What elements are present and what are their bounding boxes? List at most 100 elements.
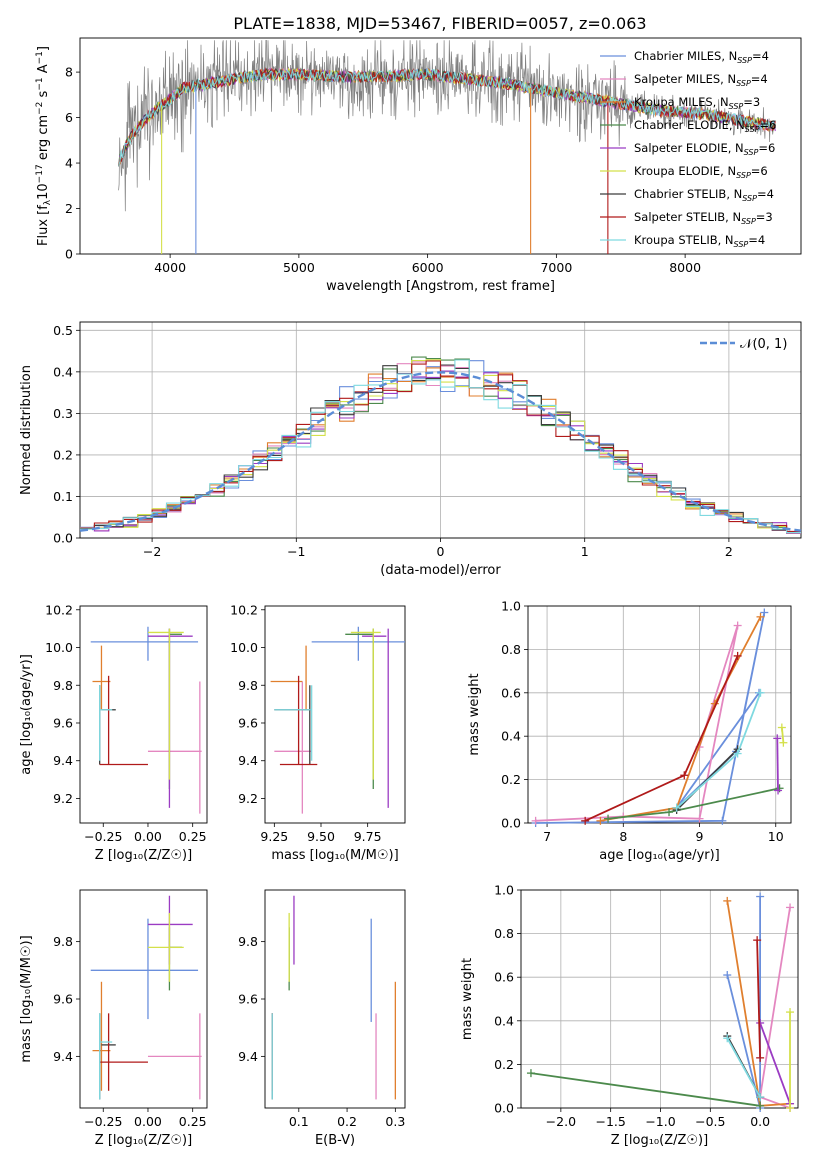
tick-label-y: 9.2 [238,791,258,806]
tick-label-y: 0.0 [53,531,73,546]
tick-label-y: 9.8 [53,678,73,693]
weight-line [535,612,766,824]
tick-label-y: 2 [65,201,73,216]
tick-label-y: 4 [65,156,73,171]
tick-label-y: 1.0 [494,883,514,898]
tick-label-y: 0.8 [494,926,514,941]
legend-label: Salpeter ELODIE, NSSP=6 [634,141,775,157]
x-axis-label: age [log₁₀(age/yr)] [599,848,720,863]
legend-label: Chabrier ELODIE, NSSP=6 [634,118,776,134]
spectrum-model-line [118,68,776,167]
tick-label-y: 0.8 [501,642,521,657]
weight-line [600,616,762,822]
tick-label-y: 0.5 [53,323,73,338]
axes-frame [264,889,406,1109]
legend-label: Kroupa MILES, NSSP=3 [634,95,760,111]
tick-label-x: 9.50 [307,829,335,844]
axes-frame [527,605,792,824]
axes-frame [79,37,802,255]
weight-line [756,940,761,1058]
tick-label-y: 9.6 [238,715,258,730]
axes-frame [520,889,799,1109]
tick-label-y: 8 [65,65,73,80]
legend-label: Kroupa ELODIE, NSSP=6 [634,164,768,180]
tick-label-x: 0.1 [289,1114,309,1129]
tick-label-y: 9.6 [53,715,73,730]
tick-label-y: 10.2 [230,602,258,617]
axes-frame [264,605,406,824]
axes-frame [79,605,208,824]
tick-label-y: 9.4 [53,753,73,768]
tick-label-y: 0.4 [53,364,73,379]
axes-frame [79,889,208,1109]
tick-label-x: 0.3 [385,1114,405,1129]
tick-label-x: 4000 [154,260,186,275]
spectrum-legend: Chabrier MILES, NSSP=4 Salpeter MILES, NS… [600,49,776,249]
tick-label-y: 1.0 [501,599,521,614]
legend-label: Chabrier STELIB, NSSP=4 [634,187,774,203]
y-axis-label: mass [log₁₀(M/M☉)] [19,935,34,1062]
legend-label: Salpeter STELIB, NSSP=3 [634,210,773,226]
tick-label-x: −1 [287,544,305,559]
tick-label-y: 0.0 [501,816,521,831]
tick-label-x: 9.75 [354,829,382,844]
tick-label-x: 0.25 [179,1114,207,1129]
weight-line [759,907,791,1109]
x-axis-label: (data-model)/error [380,563,501,578]
histogram-step [80,359,801,534]
tick-label-x: −0.5 [695,1114,725,1129]
tick-label-x: −2 [143,544,161,559]
tick-label-x: 10 [768,829,784,844]
x-axis-label: wavelength [Angstrom, rest frame] [326,279,555,294]
tick-label-y: 0.1 [53,489,73,504]
tick-label-y: 10.2 [45,602,73,617]
tick-label-x: 9.25 [260,829,288,844]
tick-label-y: 9.8 [238,934,258,949]
mass-age-axes: 9.25 9.50 9.75 9.2 9.4 9.6 9.8 10.0 10.2 mass [lo… [230,602,406,863]
tick-label-x: 6000 [412,260,444,275]
x-axis-label: E(B-V) [315,1133,355,1148]
weight-line [776,738,779,791]
tick-label-x: 0.25 [179,829,207,844]
ebv-mass-axes: 0.1 0.2 0.3 9.4 9.6 9.8 E(B-V) [238,889,406,1148]
panels: 4000 5000 6000 7000 8000 0 2 4 6 8 wavelength [Ang… [19,37,802,1148]
tick-label-y: 0.2 [494,1057,514,1072]
spectrum-model-line [118,67,776,167]
histogram-axes: −2 −1 0 1 2 0.0 0.1 0.2 0.3 0.4 0.5 (data-model)/er… [19,321,802,578]
tick-label-y: 9.2 [53,791,73,806]
z-mass-axes: −0.25 0.00 0.25 9.4 9.6 9.8 Z [log₁₀(Z/Z☉)] mas… [19,889,208,1148]
weight-line [530,1072,761,1107]
tick-label-y: 9.4 [53,1049,73,1064]
tick-label-x: 0.2 [337,1114,357,1129]
tick-label-y: 0.4 [501,729,521,744]
weight-line [759,1022,791,1104]
legend-label: Chabrier MILES, NSSP=4 [634,49,769,65]
tick-label-x: −0.25 [84,1114,122,1129]
y-axis-label: Normed distribution [19,365,34,495]
tick-label-x: 8 [619,829,627,844]
tick-label-y: 6 [65,110,73,125]
tick-label-y: 9.6 [53,992,73,1007]
tick-label-y: 9.4 [238,753,258,768]
tick-label-x: 7 [543,829,551,844]
tick-label-y: 0 [65,247,73,262]
figure-title: PLATE=1838, MJD=53467, FIBERID=0057, z=0… [233,14,646,33]
x-axis-label: Z [log₁₀(Z/Z☉)] [611,1133,708,1148]
x-axis-label: mass [log₁₀(M/M☉)] [271,848,398,863]
tick-label-y: 9.4 [238,1049,258,1064]
tick-label-y: 0.2 [501,772,521,787]
tick-label-y: 0.4 [494,1013,514,1028]
tick-label-y: 9.8 [53,934,73,949]
x-axis-label: Z [log₁₀(Z/Z☉)] [95,848,192,863]
tick-label-x: −2.0 [546,1114,576,1129]
legend-label: 𝒩(0, 1) [740,337,787,352]
tick-label-x: −1.5 [595,1114,625,1129]
axes-frame [79,321,802,539]
tick-label-x: 0.00 [134,829,162,844]
y-axis-label: Flux [fλ10−17 erg cm−2 s−1 A−1] [35,46,53,246]
tick-label-x: 7000 [540,260,572,275]
tick-label-y: 0.6 [501,685,521,700]
tick-label-y: 0.3 [53,406,73,421]
tick-label-x: 0.0 [750,1114,770,1129]
